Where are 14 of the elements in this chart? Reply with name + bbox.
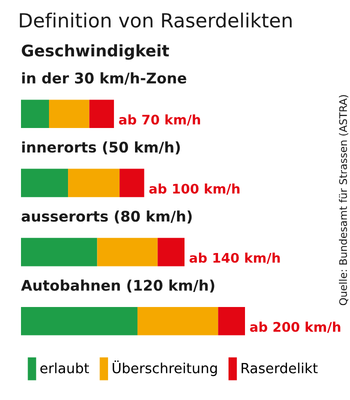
legend-label: erlaubt bbox=[40, 362, 89, 374]
y-tick-label: ausserorts (80 km/h) bbox=[22, 210, 192, 224]
total-label: ab 70 km/h bbox=[119, 114, 200, 126]
y-tick-label: Autobahnen (120 km/h) bbox=[21, 280, 214, 293]
chart-title: Definition von Raserdelikten bbox=[20, 12, 292, 28]
source-note: Quelle: Bundesamt für Strassen (ASTRA) bbox=[338, 95, 348, 306]
total-label: ab 140 km/h bbox=[190, 252, 280, 264]
total-label: ab 200 km/h bbox=[250, 322, 340, 333]
chart-subtitle: Geschwindigkeit bbox=[22, 44, 170, 60]
legend-label: Raserdelikt bbox=[242, 362, 318, 374]
total-label: ab 100 km/h bbox=[149, 184, 240, 195]
y-tick-label: innerorts (50 km/h) bbox=[22, 141, 180, 154]
legend-label: Überschreitung bbox=[112, 360, 217, 376]
y-tick-label: in der 30 km/h-Zone bbox=[22, 72, 186, 85]
